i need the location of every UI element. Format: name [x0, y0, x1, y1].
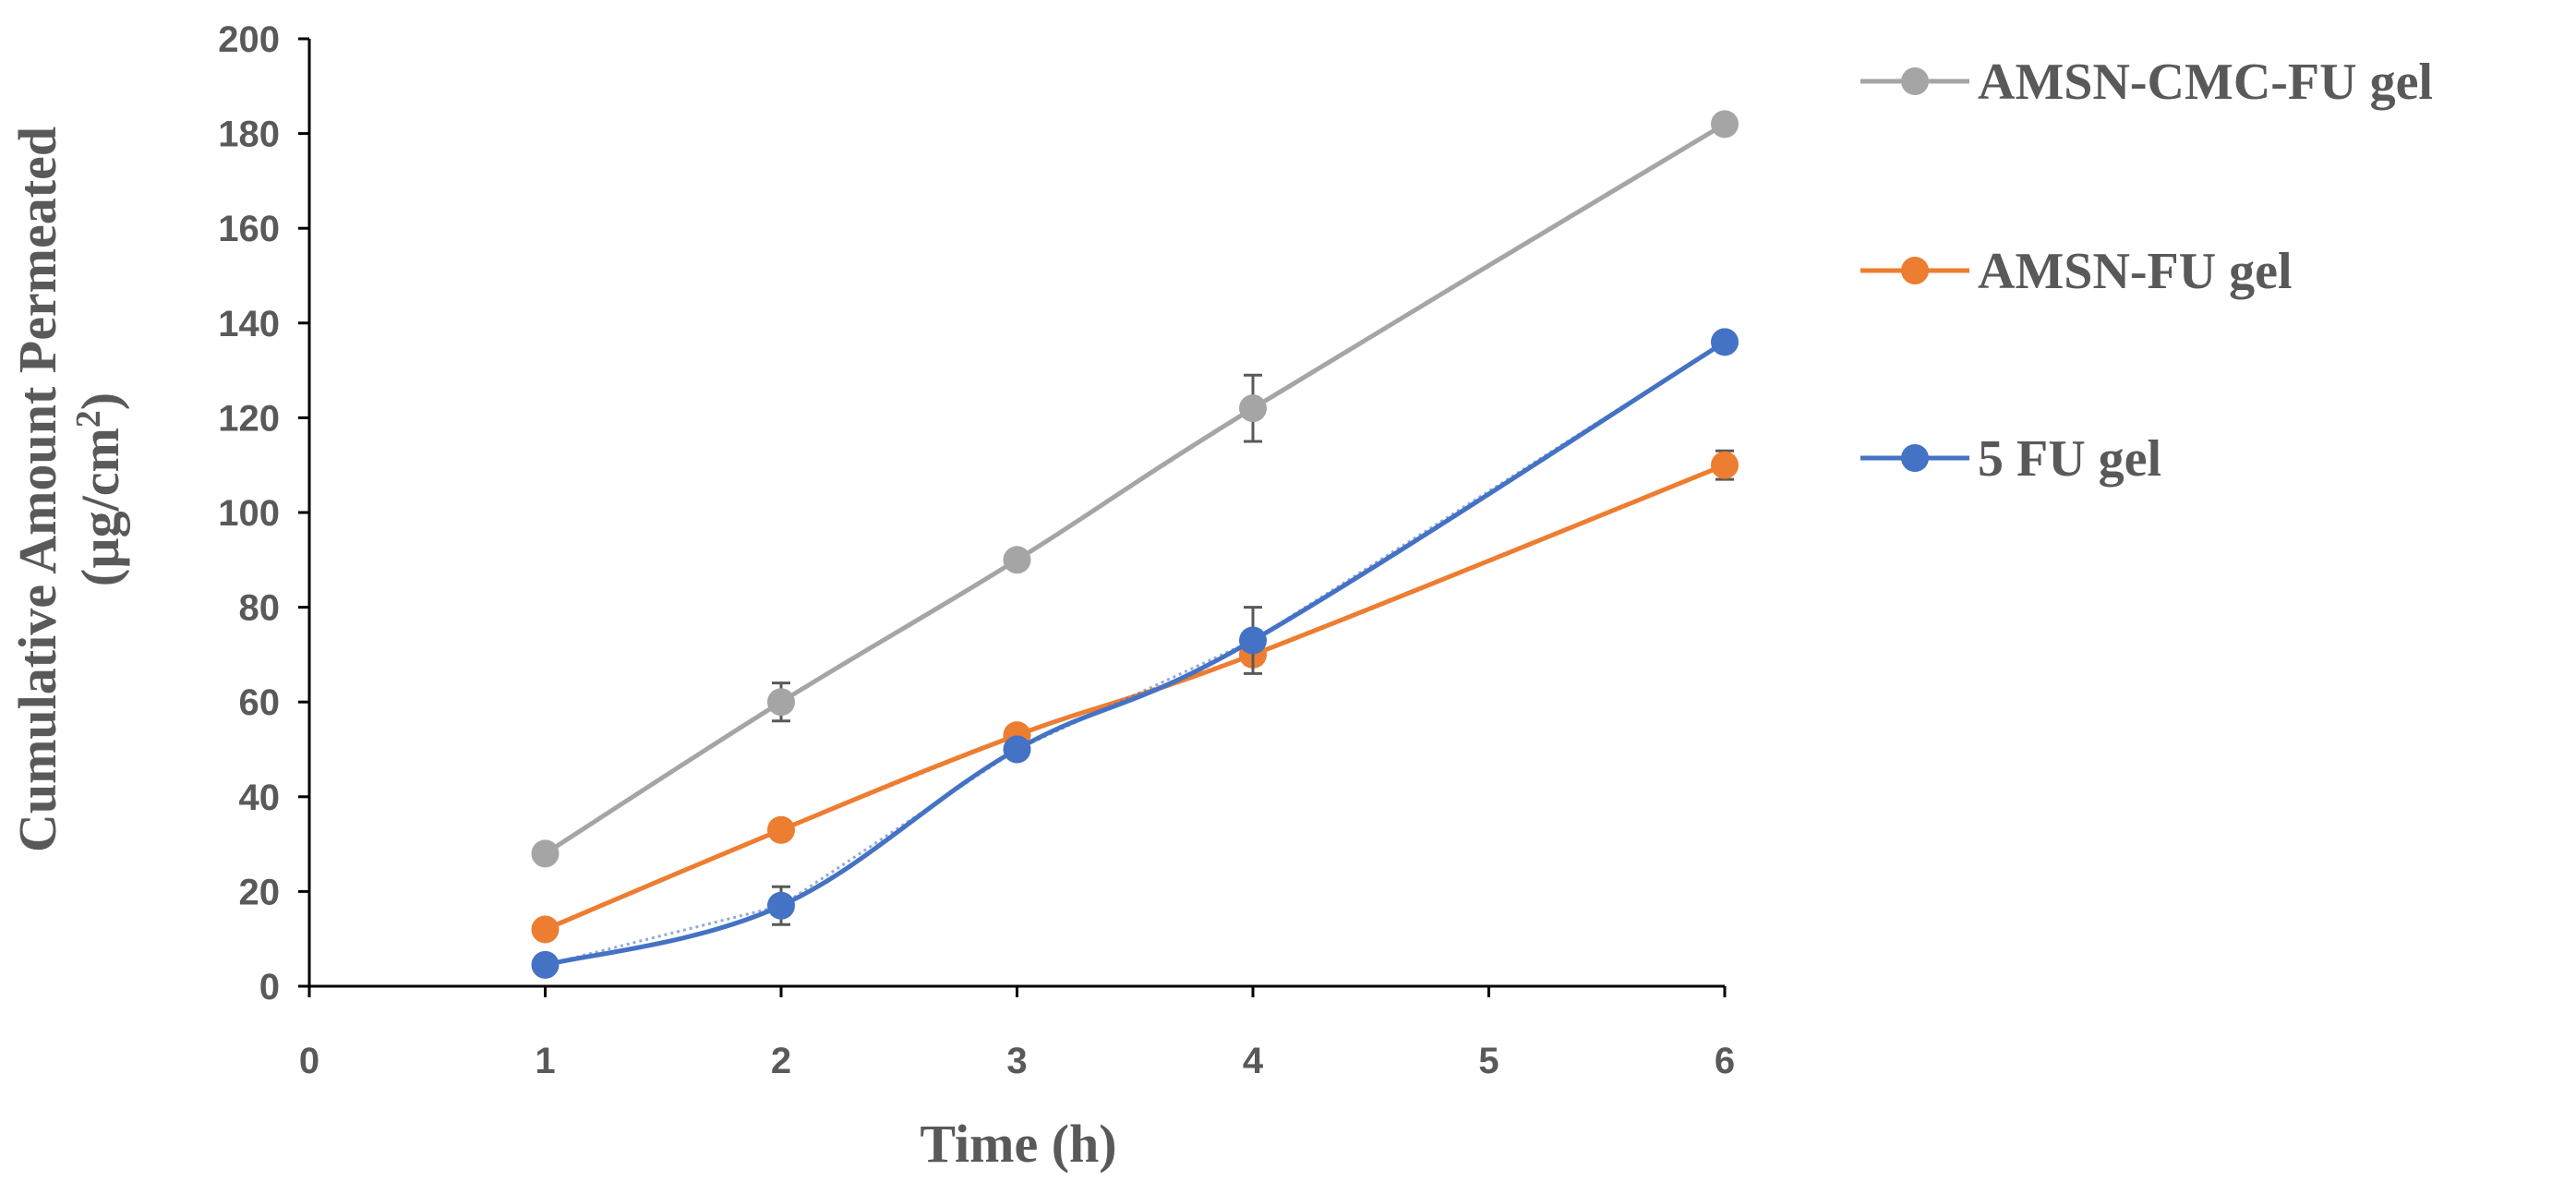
y-tick-label: 180: [218, 115, 280, 155]
series-line: [544, 122, 1727, 856]
data-point: [531, 839, 560, 868]
y-tick-label: 80: [239, 588, 281, 629]
series-amsn-fu-gel: [531, 449, 1739, 944]
data-point: [1239, 626, 1267, 655]
y-tick-label: 140: [218, 304, 280, 344]
data-point: [1711, 110, 1739, 139]
y-axis-title-unit: (µg/cm2): [69, 392, 130, 586]
legend-marker: [1901, 67, 1929, 95]
data-point: [1003, 546, 1031, 574]
legend-label: AMSN-FU gel: [1978, 243, 2293, 300]
legend-label: AMSN-CMC-FU gel: [1978, 54, 2433, 111]
data-point: [531, 950, 560, 979]
x-tick-label: 2: [771, 1041, 791, 1081]
legend-item: 5 FU gel: [1860, 430, 2161, 488]
series-5-fu-gel: [531, 328, 1739, 979]
legend-marker: [1901, 257, 1929, 284]
y-axis-title-line1: Cumulative Amount Permeated: [7, 127, 67, 852]
legend-item: AMSN-FU gel: [1860, 243, 2293, 300]
legend-marker: [1901, 444, 1929, 472]
x-tick-label: 6: [1715, 1041, 1735, 1081]
y-tick-label: 160: [218, 209, 280, 249]
x-axis-ticks: 0 1 2 3 4 5 6: [299, 986, 1735, 1081]
legend: AMSN-CMC-FU gel AMSN-FU gel 5 FU gel: [1860, 54, 2433, 488]
data-point: [767, 891, 795, 920]
x-tick-label: 4: [1243, 1041, 1264, 1081]
x-tick-label: 0: [299, 1041, 319, 1081]
y-tick-label: 200: [218, 19, 280, 60]
data-point: [1003, 735, 1031, 764]
y-axis-unit-sup: 2: [69, 410, 108, 428]
series-amsn-cmc-fu-gel: [531, 110, 1739, 868]
x-tick-label: 3: [1006, 1041, 1027, 1081]
x-tick-label: 1: [535, 1041, 555, 1081]
x-tick-label: 5: [1478, 1041, 1499, 1081]
y-axis-unit-close: ): [70, 392, 130, 410]
y-tick-label: 0: [259, 967, 280, 1007]
y-tick-label: 60: [239, 682, 281, 723]
x-axis-title: Time (h): [920, 1114, 1116, 1174]
series-line: [544, 340, 1727, 968]
series-trendline: [544, 123, 1726, 855]
y-axis-unit-base: (µg/cm: [70, 428, 130, 586]
data-point: [531, 915, 560, 944]
data-point: [1711, 451, 1739, 479]
legend-item: AMSN-CMC-FU gel: [1860, 54, 2433, 111]
data-point: [1711, 328, 1739, 356]
series-line: [544, 463, 1726, 932]
y-axis-title: Cumulative Amount Permeated (µg/cm2): [7, 127, 130, 852]
y-tick-label: 40: [239, 778, 281, 818]
series-trendline: [545, 341, 1726, 967]
axes: [307, 39, 1725, 988]
data-point: [767, 815, 795, 844]
y-tick-label: 120: [218, 398, 280, 439]
data-point: [1239, 394, 1267, 423]
legend-label: 5 FU gel: [1978, 430, 2161, 488]
y-tick-label: 100: [218, 493, 280, 534]
y-tick-label: 20: [239, 872, 281, 912]
series-layer: [531, 110, 1739, 979]
y-axis-ticks: 0 20 40 60 80 100 120 140 160 180 200: [218, 19, 309, 1007]
data-point: [767, 688, 795, 717]
